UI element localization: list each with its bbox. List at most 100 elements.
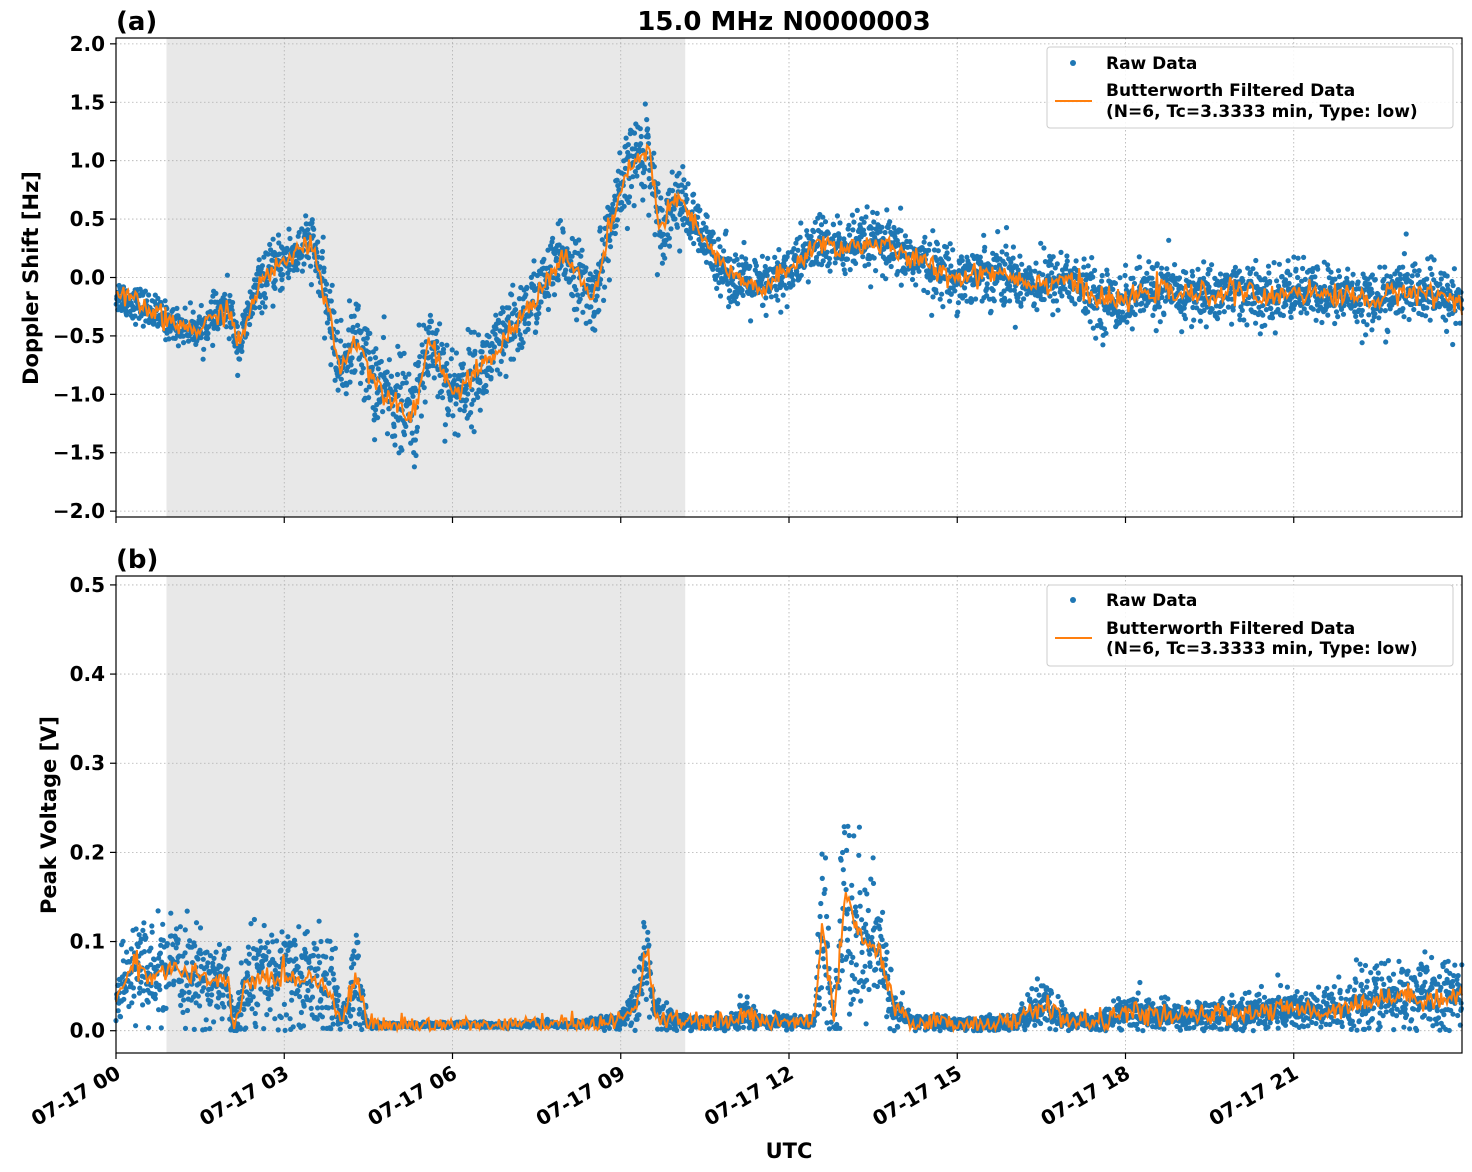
raw-data-point — [1448, 303, 1454, 309]
raw-data-point — [216, 941, 223, 948]
raw-data-point — [933, 290, 939, 296]
raw-data-point — [201, 346, 207, 352]
raw-data-point — [140, 323, 146, 329]
raw-data-point — [1072, 301, 1078, 307]
raw-data-point — [607, 244, 614, 250]
raw-data-point — [224, 966, 230, 972]
raw-data-point — [275, 232, 282, 238]
raw-data-point — [132, 313, 138, 319]
raw-data-point — [763, 312, 769, 318]
raw-data-point — [853, 260, 859, 266]
raw-data-point — [1090, 274, 1096, 280]
raw-data-point — [296, 924, 302, 930]
raw-data-point — [580, 309, 586, 315]
raw-data-point — [1157, 319, 1163, 325]
raw-data-point — [1085, 263, 1091, 269]
raw-data-point — [1340, 311, 1347, 317]
raw-data-point — [129, 1000, 135, 1006]
raw-data-point — [1229, 321, 1235, 327]
raw-data-point — [299, 974, 305, 980]
raw-data-point — [445, 407, 452, 414]
raw-data-point — [1376, 315, 1382, 321]
raw-data-point — [305, 227, 311, 233]
raw-data-point — [435, 394, 441, 400]
raw-data-point — [262, 304, 268, 310]
raw-data-point — [1406, 316, 1412, 323]
raw-data-point — [826, 260, 832, 266]
raw-data-point — [988, 308, 994, 314]
raw-data-point — [328, 362, 334, 368]
raw-data-point — [401, 350, 407, 356]
raw-data-point — [1232, 264, 1238, 270]
raw-data-point — [1216, 310, 1222, 316]
raw-data-point — [955, 300, 962, 306]
raw-data-point — [259, 263, 265, 269]
raw-data-point — [534, 320, 540, 326]
raw-data-point — [266, 949, 272, 955]
raw-data-point — [509, 292, 515, 298]
raw-data-point — [327, 288, 333, 294]
raw-data-point — [569, 253, 575, 259]
raw-data-point — [934, 241, 941, 247]
raw-data-point — [655, 189, 661, 195]
raw-data-point — [826, 256, 833, 262]
raw-data-point — [1412, 261, 1418, 267]
raw-data-point — [1250, 266, 1256, 272]
raw-data-point — [654, 272, 661, 278]
raw-data-point — [252, 1010, 258, 1017]
raw-data-point — [601, 1027, 608, 1033]
raw-data-point — [1257, 331, 1263, 337]
raw-data-point — [536, 304, 542, 310]
raw-data-point — [279, 285, 285, 291]
raw-data-point — [211, 1019, 217, 1025]
raw-data-point — [1369, 272, 1375, 278]
raw-data-point — [560, 229, 566, 235]
raw-data-point — [1085, 309, 1091, 315]
raw-data-point — [1034, 307, 1040, 313]
raw-data-point — [577, 296, 583, 302]
raw-data-point — [414, 428, 420, 434]
raw-data-point — [353, 990, 359, 997]
raw-data-point — [1201, 259, 1207, 265]
raw-data-point — [205, 960, 211, 966]
raw-data-point — [1404, 271, 1410, 278]
raw-data-point — [637, 126, 643, 132]
raw-data-point — [151, 320, 157, 326]
raw-data-point — [651, 150, 657, 156]
raw-data-point — [155, 908, 161, 914]
raw-data-point — [177, 924, 183, 930]
raw-data-point — [328, 1026, 334, 1032]
raw-data-point — [412, 385, 418, 391]
raw-data-point — [392, 433, 398, 439]
raw-data-point — [659, 260, 666, 266]
raw-data-point — [630, 174, 636, 180]
raw-data-point — [319, 248, 326, 255]
raw-data-point — [776, 247, 782, 253]
raw-data-point — [1383, 339, 1389, 345]
raw-data-point — [287, 235, 293, 242]
raw-data-point — [962, 285, 968, 291]
legend-filtered-label-line1: Butterworth Filtered Data — [1106, 81, 1355, 101]
raw-data-point — [574, 317, 580, 323]
raw-data-point — [798, 220, 804, 226]
raw-data-point — [1092, 267, 1098, 273]
panel-a-label: (a) — [116, 7, 157, 37]
raw-data-point — [732, 252, 739, 258]
panel-a: 2.01.51.00.50.0−0.5−1.0−1.5−2.0 (a) 15.0… — [19, 7, 1465, 523]
raw-data-point — [822, 219, 829, 225]
raw-data-point — [672, 216, 678, 222]
raw-data-point — [601, 297, 607, 303]
raw-data-point — [594, 293, 600, 299]
raw-data-point — [1423, 313, 1429, 319]
raw-data-point — [768, 294, 775, 300]
raw-data-point — [164, 941, 170, 947]
raw-data-point — [1059, 293, 1065, 299]
raw-data-point — [1087, 319, 1093, 325]
raw-data-point — [506, 305, 512, 311]
panel-b: 0.50.40.30.20.10.0 (b) Peak Voltage [V] … — [37, 545, 1465, 1059]
raw-data-point — [213, 290, 219, 296]
raw-data-point — [197, 925, 204, 931]
raw-data-point — [301, 261, 307, 267]
raw-data-point — [534, 315, 540, 321]
raw-data-point — [1288, 314, 1294, 320]
